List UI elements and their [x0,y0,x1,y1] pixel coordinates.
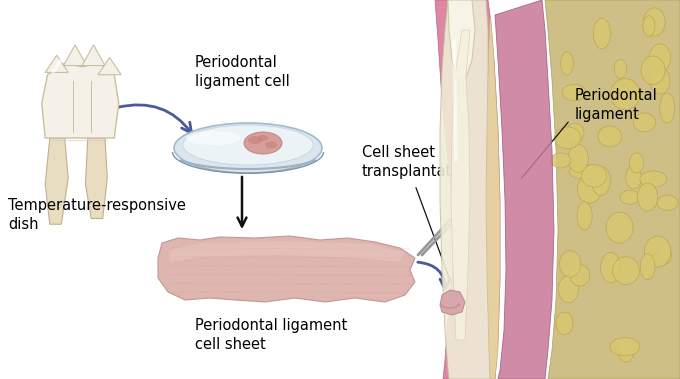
Ellipse shape [556,312,573,335]
Text: Temperature-responsive
dish: Temperature-responsive dish [8,198,186,232]
Ellipse shape [244,132,282,154]
Ellipse shape [551,153,571,168]
Ellipse shape [641,56,665,85]
Ellipse shape [594,19,611,49]
Polygon shape [440,290,465,315]
Ellipse shape [626,166,641,189]
Ellipse shape [637,183,658,211]
Ellipse shape [614,60,627,78]
Polygon shape [495,0,554,379]
Ellipse shape [640,171,667,187]
Ellipse shape [643,8,665,36]
Ellipse shape [561,52,573,75]
Polygon shape [545,0,680,379]
Ellipse shape [618,338,634,362]
Ellipse shape [645,236,670,267]
Ellipse shape [566,123,584,143]
Ellipse shape [660,93,675,123]
Polygon shape [448,0,475,80]
Polygon shape [451,30,470,340]
Ellipse shape [649,44,670,71]
Ellipse shape [657,195,678,210]
Ellipse shape [610,338,640,356]
Ellipse shape [641,254,655,280]
Text: Periodontal
ligament: Periodontal ligament [575,88,658,122]
Ellipse shape [601,252,620,283]
Polygon shape [82,45,105,66]
Polygon shape [485,18,500,379]
Ellipse shape [554,127,581,149]
Polygon shape [64,45,86,66]
Ellipse shape [568,144,588,172]
Ellipse shape [611,79,640,110]
Text: Cell sheet
transplantation: Cell sheet transplantation [362,145,475,179]
Polygon shape [435,0,500,379]
Ellipse shape [174,123,322,173]
Polygon shape [41,63,119,138]
Ellipse shape [562,84,586,101]
Ellipse shape [577,202,592,230]
Ellipse shape [581,164,607,187]
Polygon shape [86,138,107,219]
Ellipse shape [606,212,633,243]
Ellipse shape [265,141,277,149]
Ellipse shape [569,164,598,179]
Polygon shape [440,0,490,379]
Ellipse shape [659,245,672,264]
Ellipse shape [183,125,313,165]
Polygon shape [158,236,415,302]
Polygon shape [45,138,68,224]
Ellipse shape [570,265,590,286]
Ellipse shape [630,153,644,173]
Ellipse shape [650,67,670,94]
Ellipse shape [643,16,655,36]
Ellipse shape [258,135,268,141]
Polygon shape [45,55,68,72]
Polygon shape [98,58,121,75]
Ellipse shape [633,113,656,132]
Ellipse shape [620,190,639,204]
Ellipse shape [560,251,581,277]
Ellipse shape [613,257,639,285]
Ellipse shape [577,175,602,203]
Ellipse shape [598,126,622,147]
Polygon shape [170,241,405,262]
Ellipse shape [248,136,262,144]
Text: Periodontal
ligament cell: Periodontal ligament cell [195,55,290,89]
Ellipse shape [592,166,610,196]
Ellipse shape [558,276,578,303]
Text: Periodontal ligament
cell sheet: Periodontal ligament cell sheet [195,318,347,352]
Ellipse shape [186,131,241,145]
